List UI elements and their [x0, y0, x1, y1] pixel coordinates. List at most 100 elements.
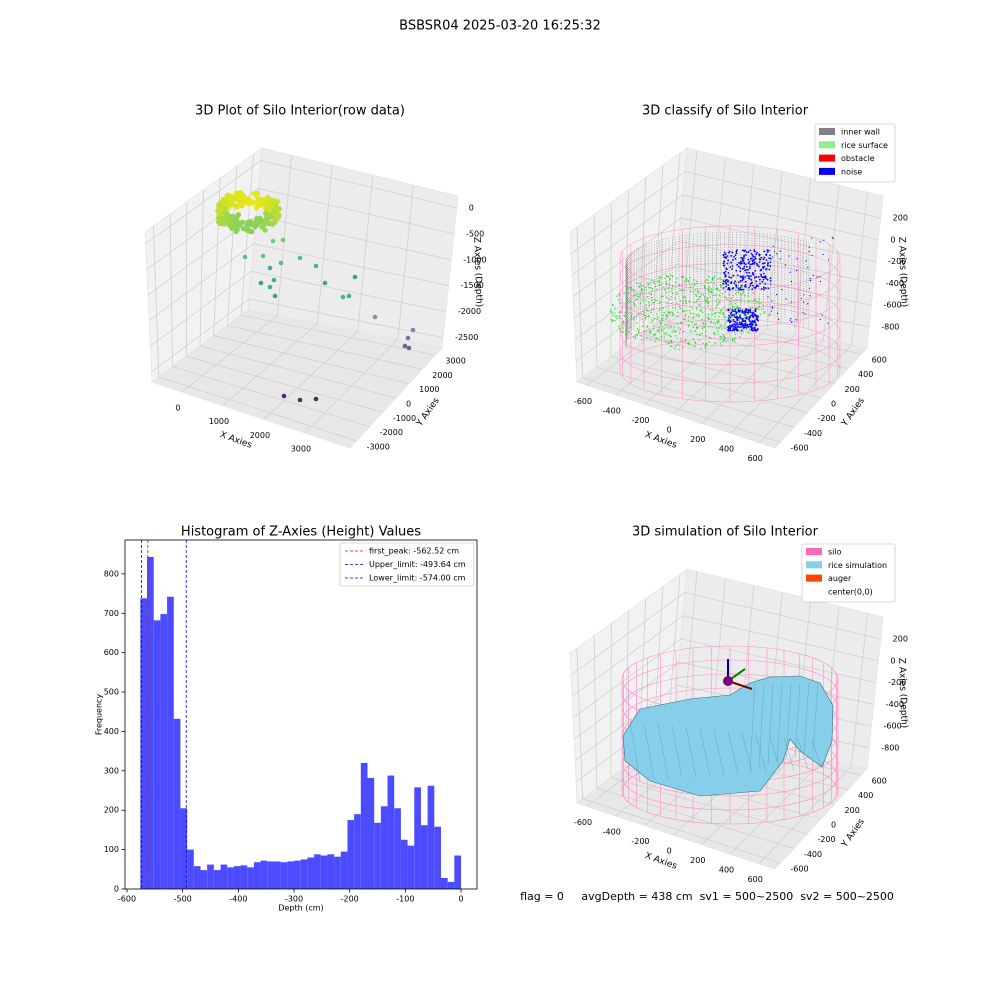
surface-point — [740, 301, 742, 303]
chart-title: 3D classify of Silo Interior — [642, 104, 809, 119]
noise-point — [747, 286, 750, 289]
surface-point — [660, 277, 662, 279]
surface-point — [664, 340, 667, 343]
surface-point — [668, 312, 671, 314]
surface-point — [651, 279, 653, 281]
surface-point — [654, 340, 656, 343]
y-tick-label: 700 — [104, 609, 119, 618]
noise-point — [749, 263, 752, 266]
noise-point — [751, 313, 754, 316]
surface-point — [656, 337, 659, 339]
surface-point — [733, 300, 736, 302]
surface-point — [715, 306, 718, 308]
surface-point — [612, 314, 614, 316]
noise-point — [752, 320, 755, 323]
grid-line — [151, 298, 444, 373]
noise-point — [722, 262, 725, 265]
surface-point — [699, 310, 701, 312]
surface-point — [623, 292, 625, 294]
noise-point — [739, 280, 742, 282]
surface-point — [725, 298, 728, 300]
plot-3d: -600 -400 -200 0 200 400 600 -600 -400 -200 0 200 40… — [569, 525, 909, 884]
surface-point — [706, 297, 709, 299]
surface-point — [614, 307, 616, 310]
noise-point — [788, 255, 790, 257]
noise-point — [725, 285, 727, 288]
surface-point — [698, 298, 700, 301]
noise-point — [751, 254, 754, 257]
noise-point — [738, 326, 741, 328]
surface-point — [738, 307, 741, 309]
raw-point — [240, 226, 246, 232]
rice-mesh — [783, 737, 795, 771]
surface-point — [665, 275, 668, 277]
surface-point — [733, 331, 736, 333]
noise-point — [819, 241, 821, 243]
surface-point — [717, 330, 719, 332]
surface-point — [704, 346, 707, 348]
surface-point — [670, 298, 672, 300]
surface-point — [645, 309, 648, 311]
noise-point — [736, 325, 739, 328]
legend-swatch — [806, 574, 822, 582]
surface-point — [628, 301, 630, 303]
legend-box — [814, 123, 896, 183]
surface-point — [684, 313, 687, 316]
surface-point — [722, 312, 724, 314]
noise-point — [751, 288, 754, 291]
noise-point — [747, 277, 750, 279]
surface-point — [718, 315, 720, 318]
noise-point — [735, 316, 737, 319]
noise-point — [724, 280, 727, 283]
noise-point — [732, 325, 734, 328]
surface-point — [639, 302, 642, 304]
surface-point — [704, 347, 707, 349]
surface-point — [716, 303, 719, 306]
surface-point — [713, 276, 716, 278]
surface-point — [658, 339, 660, 341]
surface-point — [704, 344, 706, 347]
surface-point — [642, 285, 644, 287]
noise-point — [757, 319, 759, 322]
surface-point — [702, 342, 704, 345]
y-tick-label: 0 — [831, 821, 836, 830]
surface-point — [624, 306, 627, 309]
surface-point — [657, 329, 660, 331]
surface-point — [654, 299, 657, 302]
noise-point — [733, 282, 736, 285]
surface-point — [648, 304, 651, 306]
noise-point — [771, 300, 773, 302]
surface-point — [649, 332, 652, 335]
noise-point — [744, 269, 746, 272]
z-tick-label: -600 — [884, 722, 902, 731]
noise-point — [775, 293, 778, 296]
noise-point — [822, 253, 824, 256]
x-axis-label: Depth (cm) — [278, 904, 323, 913]
surface-point — [665, 296, 668, 299]
surface-point — [695, 314, 698, 317]
surface-point — [665, 318, 667, 320]
surface-point — [643, 330, 645, 332]
surface-point — [661, 319, 664, 322]
noise-point — [766, 264, 769, 266]
noise-point — [745, 265, 748, 268]
noise-point — [741, 258, 744, 261]
surface-point — [641, 292, 644, 295]
noise-point — [722, 282, 725, 285]
surface-point — [692, 291, 695, 293]
surface-point — [642, 300, 645, 302]
noise-point — [722, 287, 725, 289]
raw-point — [266, 221, 273, 227]
noise-point — [831, 236, 833, 238]
noise-point — [723, 251, 726, 254]
noise-point — [734, 308, 737, 311]
grid-line — [574, 263, 872, 340]
noise-point — [743, 265, 746, 268]
noise-point — [760, 288, 763, 291]
noise-point — [766, 249, 769, 251]
surface-point — [735, 307, 738, 309]
noise-point — [778, 318, 780, 320]
surface-point — [719, 338, 722, 340]
surface-point — [638, 329, 640, 331]
noise-point — [736, 263, 739, 266]
